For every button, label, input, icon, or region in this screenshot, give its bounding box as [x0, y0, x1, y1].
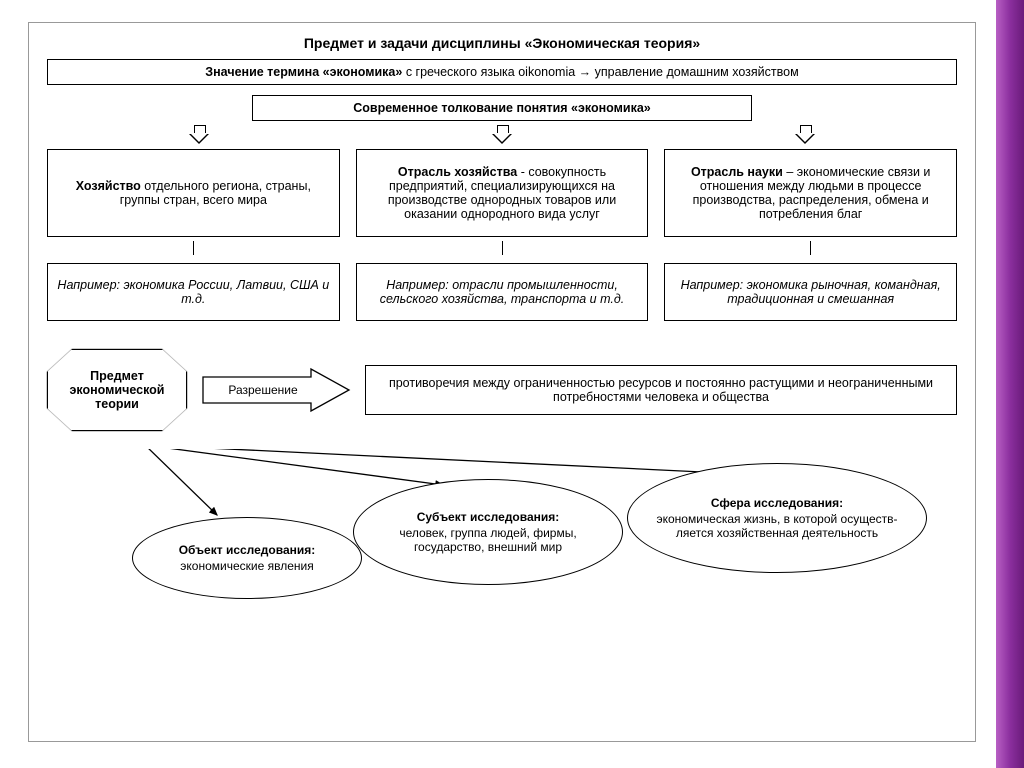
resolve-arrow: Разрешение [201, 367, 351, 413]
ellipse-title: Сфера исследования: [711, 496, 843, 510]
definitions-row: Хозяйство отдельного региона, страны, гр… [47, 149, 957, 237]
ellipse-object: Объект исследования: экономические явлен… [132, 517, 362, 599]
down-arrow-icon [185, 125, 213, 145]
ellipse-subject: Субъект исследования: человек, группа лю… [353, 479, 623, 585]
ellipse-sphere: Сфера исследования: экономи­ческая жизнь… [627, 463, 927, 573]
accent-sidebar [996, 0, 1024, 768]
def-bold: Отрасль науки [691, 165, 783, 179]
ellipse-title: Субъект исследования: [417, 510, 560, 524]
page-title: Предмет и задачи дисциплины «Экономическ… [47, 35, 957, 51]
ellipse-text: человек, группа людей, фир­мы, государст… [372, 526, 604, 554]
examples-row: Например: экономика России, Латвии, США … [47, 263, 957, 321]
def-industry: Отрасль хозяйства - совокупность предпри… [356, 149, 649, 237]
resolve-arrow-label: Разрешение [213, 367, 313, 413]
def-science: Отрасль науки – экономические связи и от… [664, 149, 957, 237]
def-economy: Хозяйство отдельного региона, страны, гр… [47, 149, 340, 237]
resolve-text-box: противоречия между ограниченностью ресур… [365, 365, 957, 415]
diagram-frame: Предмет и задачи дисциплины «Экономическ… [28, 22, 976, 742]
term-meaning-box: Значение термина «экономика» с греческог… [47, 59, 957, 85]
ellipses-section: Объект исследования: экономические явлен… [47, 449, 957, 629]
ellipse-title: Объект исследования: [179, 543, 316, 557]
example-science: Например: экономика рыночная, командная,… [664, 263, 957, 321]
subject-section: Предмет экономической теории Разрешение … [47, 349, 957, 431]
vlines-row [47, 241, 957, 255]
down-arrow-icon [791, 125, 819, 145]
term-meaning-rest: с греческого языка oikonomia → управлени… [402, 65, 798, 79]
example-economy: Например: экономика России, Латвии, США … [47, 263, 340, 321]
example-industry: Например: отрасли промышленности, сельск… [356, 263, 649, 321]
ellipse-text: экономические явления [180, 559, 313, 573]
connector-line [502, 241, 503, 255]
connector-line [193, 241, 194, 255]
term-meaning-bold: Значение термина «экономика» [205, 65, 402, 79]
subject-octagon: Предмет экономической теории [47, 349, 187, 431]
down-arrows-row [47, 125, 957, 145]
modern-interpretation-box: Современное толкование понятия «экономик… [252, 95, 753, 121]
def-bold: Отрасль хозяйства [398, 165, 517, 179]
ellipse-text: экономи­ческая жизнь, в которой осуществ… [646, 512, 908, 540]
subject-octagon-wrap: Предмет экономической теории [47, 349, 187, 431]
def-text: отдельного региона, страны, группы стран… [120, 179, 311, 207]
def-bold: Хозяйство [76, 179, 141, 193]
down-arrow-icon [488, 125, 516, 145]
connector-line [810, 241, 811, 255]
